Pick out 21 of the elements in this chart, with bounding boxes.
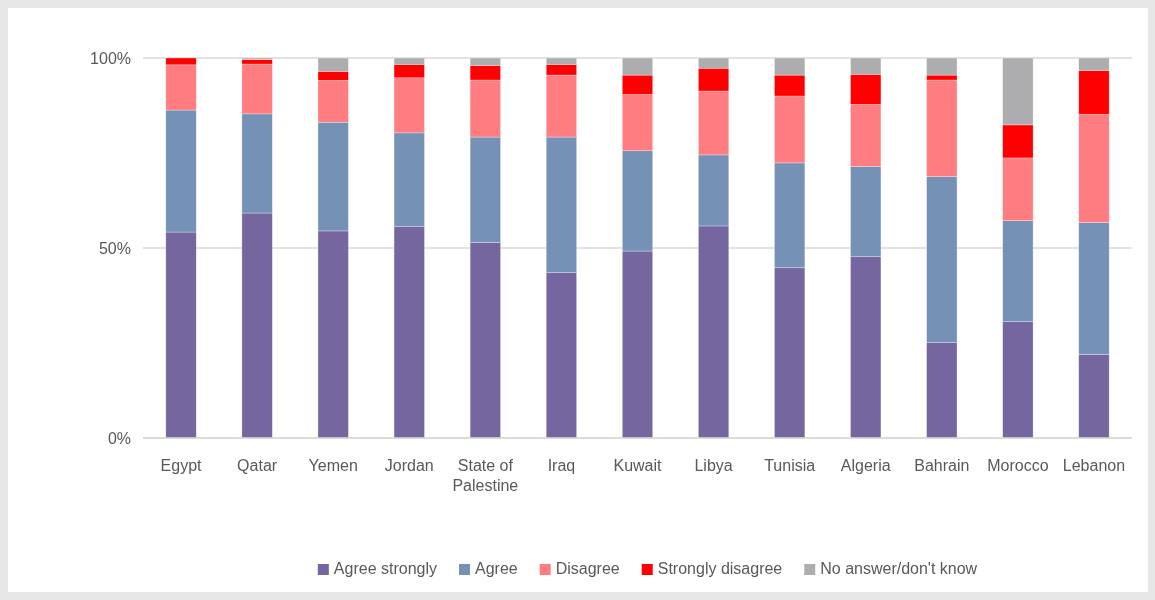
x-tick-label: State of Palestine [452,457,519,494]
x-tick-label: Bahrain [914,457,970,474]
x-tick-label: Tunisia [764,457,816,474]
x-tick-label: Qatar [237,457,278,474]
x-tick-label: Morocco [987,457,1049,474]
y-tick-label: 100% [90,49,131,67]
x-tick-label: Iraq [547,457,576,474]
x-tick-label: Lebanon [1062,457,1126,474]
x-tick-label: Jordan [384,457,434,474]
legend-label: Strongly disagree [657,560,783,577]
x-tick-label: Algeria [840,457,891,474]
x-tick-label: Libya [694,457,733,474]
x-tick-label: Egypt [160,457,203,474]
x-tick-label: Kuwait [613,457,663,474]
y-tick-label: 0% [107,429,131,447]
legend-label: No answer/don't know [820,560,978,577]
y-tick-label: 50% [98,239,131,257]
x-tick-label: Yemen [308,457,358,474]
legend-label: Agree strongly [333,560,437,577]
legend-label: Disagree [555,560,620,577]
legend-label: Agree [475,560,518,577]
